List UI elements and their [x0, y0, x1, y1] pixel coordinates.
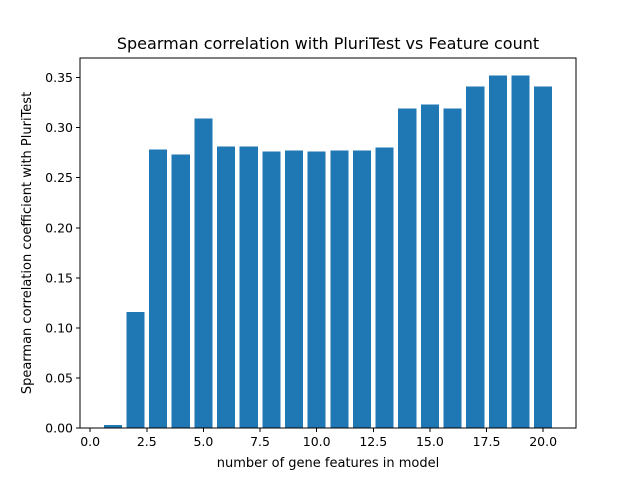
bars-group — [103, 75, 553, 429]
x-axis-label: number of gene features in model — [217, 456, 439, 471]
bar-20 — [534, 86, 553, 428]
x-tick-label: 15.0 — [416, 434, 444, 449]
plot-area-frame — [79, 57, 577, 429]
bar-6 — [217, 146, 236, 428]
y-tick-label: 0.35 — [45, 70, 73, 85]
y-tick-label: 0.25 — [45, 170, 73, 185]
x-tick-label: 20.0 — [529, 434, 557, 449]
bar-2 — [126, 311, 145, 428]
x-tick-label: 7.5 — [250, 434, 270, 449]
bar-13 — [375, 147, 394, 428]
y-tick-label: 0.15 — [45, 270, 73, 285]
bar-15 — [420, 104, 439, 429]
x-tick-label: 5.0 — [193, 434, 213, 449]
bar-14 — [398, 108, 417, 429]
bar-11 — [330, 150, 349, 428]
bar-16 — [443, 108, 462, 429]
bar-7 — [239, 146, 258, 428]
y-tick-label: 0.05 — [45, 370, 73, 385]
bar-4 — [171, 154, 190, 428]
bar-12 — [352, 150, 372, 428]
y-axis-label: Spearman correlation coefficient with Pl… — [20, 92, 35, 394]
x-axis-ticks: 0.0 2.5 5.0 7.5 10.0 12.5 15.0 17.5 20.0 — [80, 428, 557, 449]
x-tick-label: 2.5 — [137, 434, 157, 449]
chart-title: Spearman correlation with PluriTest vs F… — [117, 34, 539, 53]
bar-1 — [103, 425, 122, 428]
x-tick-label: 17.5 — [473, 434, 501, 449]
y-axis-ticks: 0.00 0.05 0.10 0.15 0.20 0.25 0.30 0.35 — [45, 70, 80, 436]
y-tick-label: 0.20 — [45, 220, 73, 235]
y-tick-label: 0.00 — [45, 421, 73, 436]
y-tick-label: 0.10 — [45, 320, 73, 335]
bar-18 — [488, 75, 507, 429]
bar-8 — [262, 151, 281, 428]
y-tick-label: 0.30 — [45, 120, 73, 135]
bar-9 — [284, 150, 304, 428]
bar-5 — [194, 118, 213, 429]
x-tick-label: 0.0 — [80, 434, 100, 449]
x-tick-label: 10.0 — [303, 434, 331, 449]
bar-10 — [307, 151, 326, 428]
x-tick-label: 12.5 — [359, 434, 387, 449]
bar-19 — [511, 75, 530, 429]
bar-3 — [149, 149, 168, 428]
bar-17 — [466, 86, 485, 428]
